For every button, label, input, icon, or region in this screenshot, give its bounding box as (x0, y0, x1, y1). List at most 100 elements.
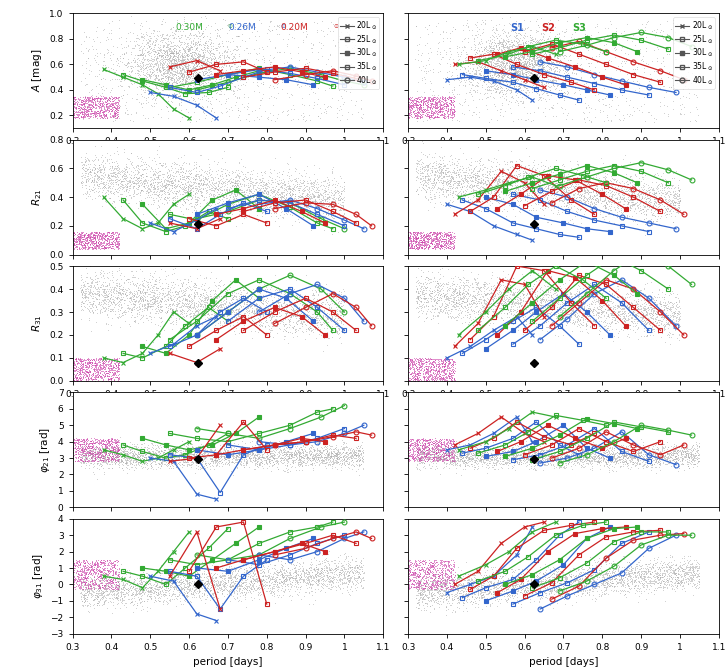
Point (118, 579, 129, 590)
Point (422, 566, 433, 577)
Point (456, 62, 468, 73)
Point (481, 61, 493, 72)
Point (658, 311, 669, 322)
Point (445, 436, 457, 446)
Point (110, 108, 122, 119)
Point (421, 161, 433, 172)
Point (147, 65, 159, 75)
Point (632, 458, 643, 469)
Point (145, 61, 157, 71)
Point (129, 591, 140, 602)
Point (103, 295, 115, 305)
Point (510, 588, 522, 598)
Point (595, 453, 607, 464)
Point (529, 440, 540, 451)
Point (537, 568, 548, 578)
Point (544, 294, 556, 305)
Point (548, 307, 560, 317)
Point (189, 174, 201, 185)
Point (608, 187, 619, 197)
Point (161, 187, 173, 197)
Point (645, 299, 656, 309)
Point (250, 189, 261, 199)
Point (420, 65, 432, 76)
Point (546, 49, 558, 59)
Point (437, 574, 449, 585)
Point (680, 61, 691, 71)
Point (558, 451, 570, 462)
Point (501, 287, 513, 297)
Point (424, 448, 436, 459)
Point (560, 307, 572, 317)
Point (93, 289, 105, 300)
Point (196, 72, 208, 83)
Point (105, 371, 117, 382)
Point (256, 292, 267, 303)
Point (669, 182, 681, 193)
Point (217, 200, 229, 211)
Point (439, 291, 450, 301)
Point (682, 446, 694, 456)
Point (655, 573, 666, 584)
Point (547, 451, 559, 462)
Point (155, 452, 166, 462)
Point (553, 563, 565, 574)
Point (412, 282, 423, 293)
Point (434, 555, 446, 566)
Point (160, 584, 172, 595)
Point (404, 375, 415, 386)
Point (424, 358, 436, 368)
Point (242, 180, 253, 191)
Point (176, 298, 187, 309)
Point (494, 31, 505, 41)
Point (547, 75, 558, 85)
Point (500, 51, 512, 62)
Point (138, 305, 150, 315)
Point (214, 181, 226, 192)
Point (462, 21, 473, 31)
Point (221, 185, 233, 196)
Point (188, 298, 200, 309)
Point (465, 44, 476, 55)
Point (659, 578, 671, 589)
Point (164, 460, 176, 471)
Point (266, 203, 277, 213)
Point (441, 58, 453, 69)
Point (664, 568, 675, 578)
Point (513, 69, 525, 80)
Point (136, 453, 148, 464)
Point (510, 449, 522, 460)
Point (227, 451, 238, 462)
Point (110, 434, 121, 445)
Point (91, 591, 103, 602)
Point (415, 169, 426, 180)
Point (478, 182, 489, 193)
Point (290, 572, 302, 583)
Point (84, 584, 96, 594)
Point (420, 448, 431, 459)
Point (102, 454, 114, 464)
Point (476, 49, 487, 60)
Point (107, 590, 118, 600)
Point (599, 178, 611, 189)
Point (319, 200, 330, 211)
Point (468, 450, 479, 460)
Point (524, 25, 536, 35)
Point (70, 233, 82, 243)
Point (632, 447, 643, 458)
Point (104, 87, 115, 97)
Point (454, 290, 466, 301)
Point (547, 456, 559, 467)
Point (239, 583, 250, 594)
Point (465, 170, 476, 181)
Point (89, 241, 100, 252)
Point (470, 291, 481, 302)
Point (598, 311, 610, 321)
Point (445, 103, 457, 113)
Point (522, 39, 534, 49)
Point (150, 306, 162, 317)
Point (513, 79, 524, 89)
Point (105, 239, 116, 249)
Point (87, 97, 99, 107)
Point (108, 369, 120, 380)
